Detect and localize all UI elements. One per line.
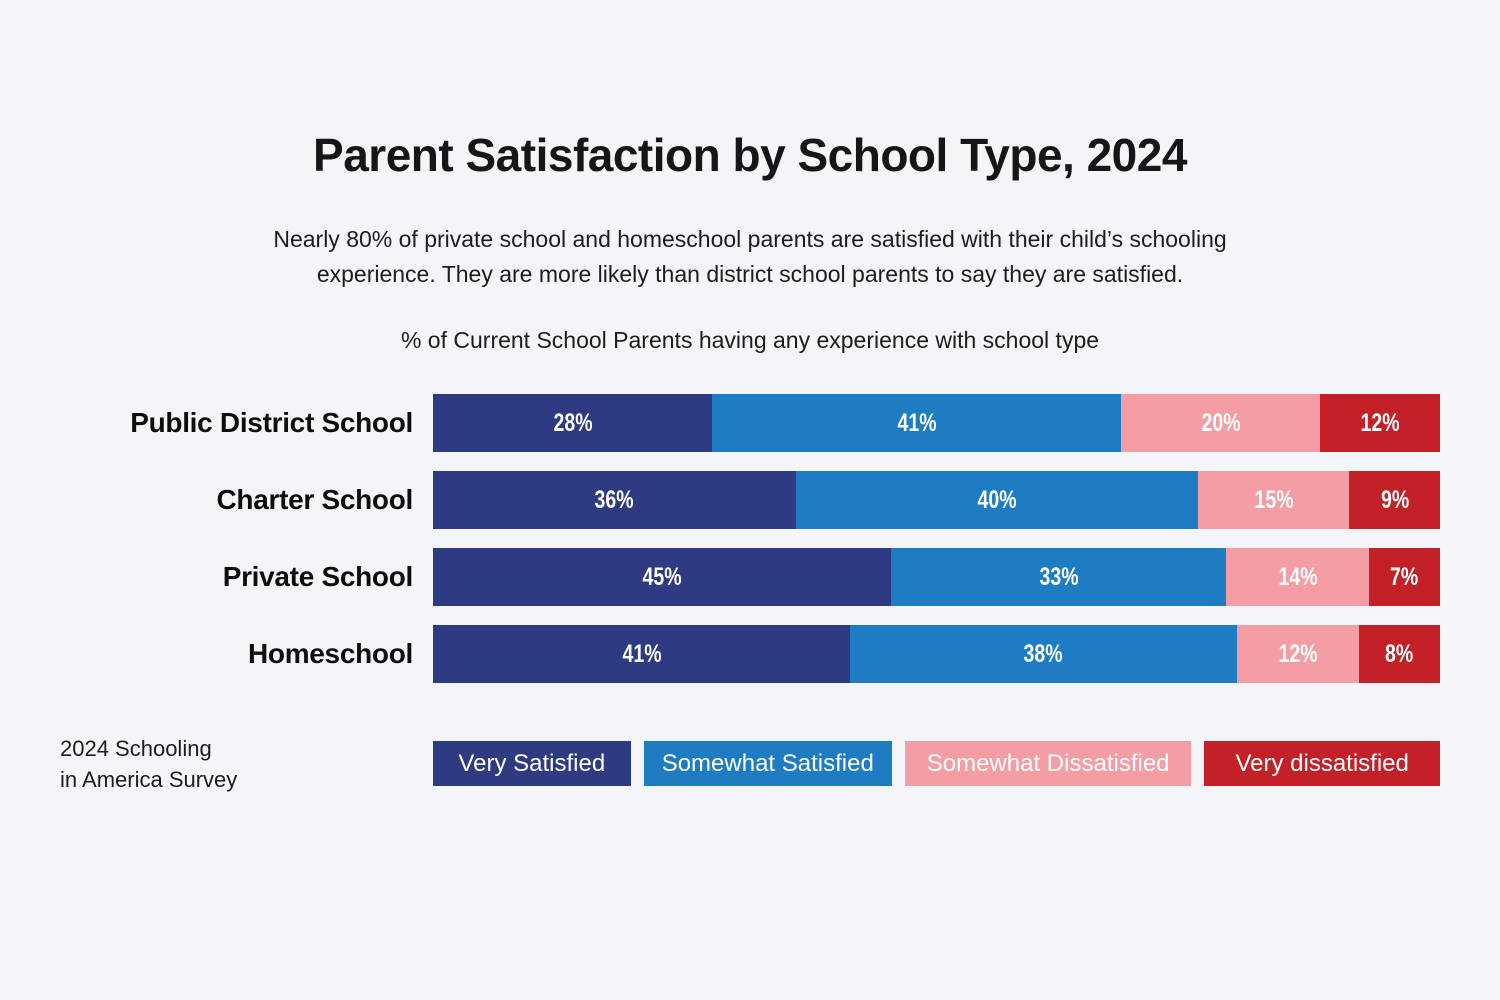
source-line-2: in America Survey <box>60 767 238 792</box>
segment-value-label: 15% <box>1254 485 1294 514</box>
segment-value-label: 33% <box>1039 562 1079 591</box>
axis-note: % of Current School Parents having any e… <box>400 327 1100 353</box>
category-label: Private School <box>222 561 414 592</box>
legend: Very Satisfied Somewhat Satisfied Somewhat… <box>433 741 1440 786</box>
chart-title: Parent Satisfaction by School Type, 2024 <box>313 129 1187 181</box>
source-attribution: 2024 Schooling in America Survey <box>60 733 237 795</box>
bar-row: Homeschool 41% 38% 12% 8% <box>60 625 1441 683</box>
bar-track: 36% 40% 15% 9% <box>433 471 1440 529</box>
bar-track: 41% 38% 12% 8% <box>433 625 1441 683</box>
bar-segment: 20% <box>1120 394 1321 452</box>
segment-value-label: 12% <box>1278 639 1318 668</box>
bar-segment: 12% <box>1236 625 1359 683</box>
bar-segment: 14% <box>1226 548 1369 606</box>
bar-segment: 36% <box>433 471 796 529</box>
bar-track: 45% 33% 14% 7% <box>433 548 1441 606</box>
legend-item: Somewhat Satisfied <box>643 741 892 786</box>
bar-row: Public District School 28% 41% 20% 12% <box>60 394 1440 452</box>
bar-segment: 41% <box>433 625 851 683</box>
bar-segment: 41% <box>712 394 1121 452</box>
bar-track: 28% 41% 20% 12% <box>433 394 1440 452</box>
category-label: Charter School <box>216 484 413 515</box>
source-line-1: 2024 Schooling <box>60 736 212 761</box>
bar-segment: 15% <box>1198 471 1350 529</box>
bar-segment: 38% <box>850 625 1237 683</box>
legend-item: Very dissatisfied <box>1204 741 1440 786</box>
segment-value-label: 40% <box>977 485 1017 514</box>
bar-segment: 45% <box>433 548 891 606</box>
segment-value-label: 36% <box>594 485 634 514</box>
segment-value-label: 8% <box>1385 639 1414 668</box>
segment-value-label: 45% <box>642 562 682 591</box>
segment-value-label: 28% <box>553 408 593 437</box>
subtitle-line-1: Nearly 80% of private school and homesch… <box>273 226 1227 252</box>
bar-segment: 8% <box>1358 625 1441 683</box>
legend-item: Somewhat Dissatisfied <box>904 741 1192 786</box>
category-label: Public District School <box>130 407 413 438</box>
bar-segment: 12% <box>1320 394 1440 452</box>
segment-value-label: 9% <box>1380 485 1409 514</box>
bar-segment: 9% <box>1349 471 1440 529</box>
segment-value-label: 14% <box>1278 562 1318 591</box>
segment-value-label: 38% <box>1023 639 1063 668</box>
stacked-bar-chart: Public District School 28% 41% 20% 12% Charte… <box>60 394 1441 702</box>
subtitle-line-2: experience. They are more likely than di… <box>316 261 1184 287</box>
segment-value-label: 7% <box>1390 562 1419 591</box>
category-label: Homeschool <box>247 638 413 669</box>
segment-value-label: 20% <box>1201 408 1241 437</box>
bar-segment: 7% <box>1368 548 1441 606</box>
bar-row: Private School 45% 33% 14% 7% <box>60 548 1441 606</box>
bar-segment: 33% <box>890 548 1227 606</box>
bar-segment: 40% <box>795 471 1199 529</box>
bar-rows: Public District School 28% 41% 20% 12% Charte… <box>60 394 1441 683</box>
segment-value-label: 12% <box>1360 408 1400 437</box>
segment-value-label: 41% <box>622 639 662 668</box>
bar-row: Charter School 36% 40% 15% 9% <box>60 471 1440 529</box>
bar-segment: 28% <box>433 394 713 452</box>
legend-item: Very Satisfied <box>433 741 631 786</box>
segment-value-label: 41% <box>897 408 937 437</box>
chart-subtitle: Nearly 80% of private school and homesch… <box>0 222 1500 292</box>
